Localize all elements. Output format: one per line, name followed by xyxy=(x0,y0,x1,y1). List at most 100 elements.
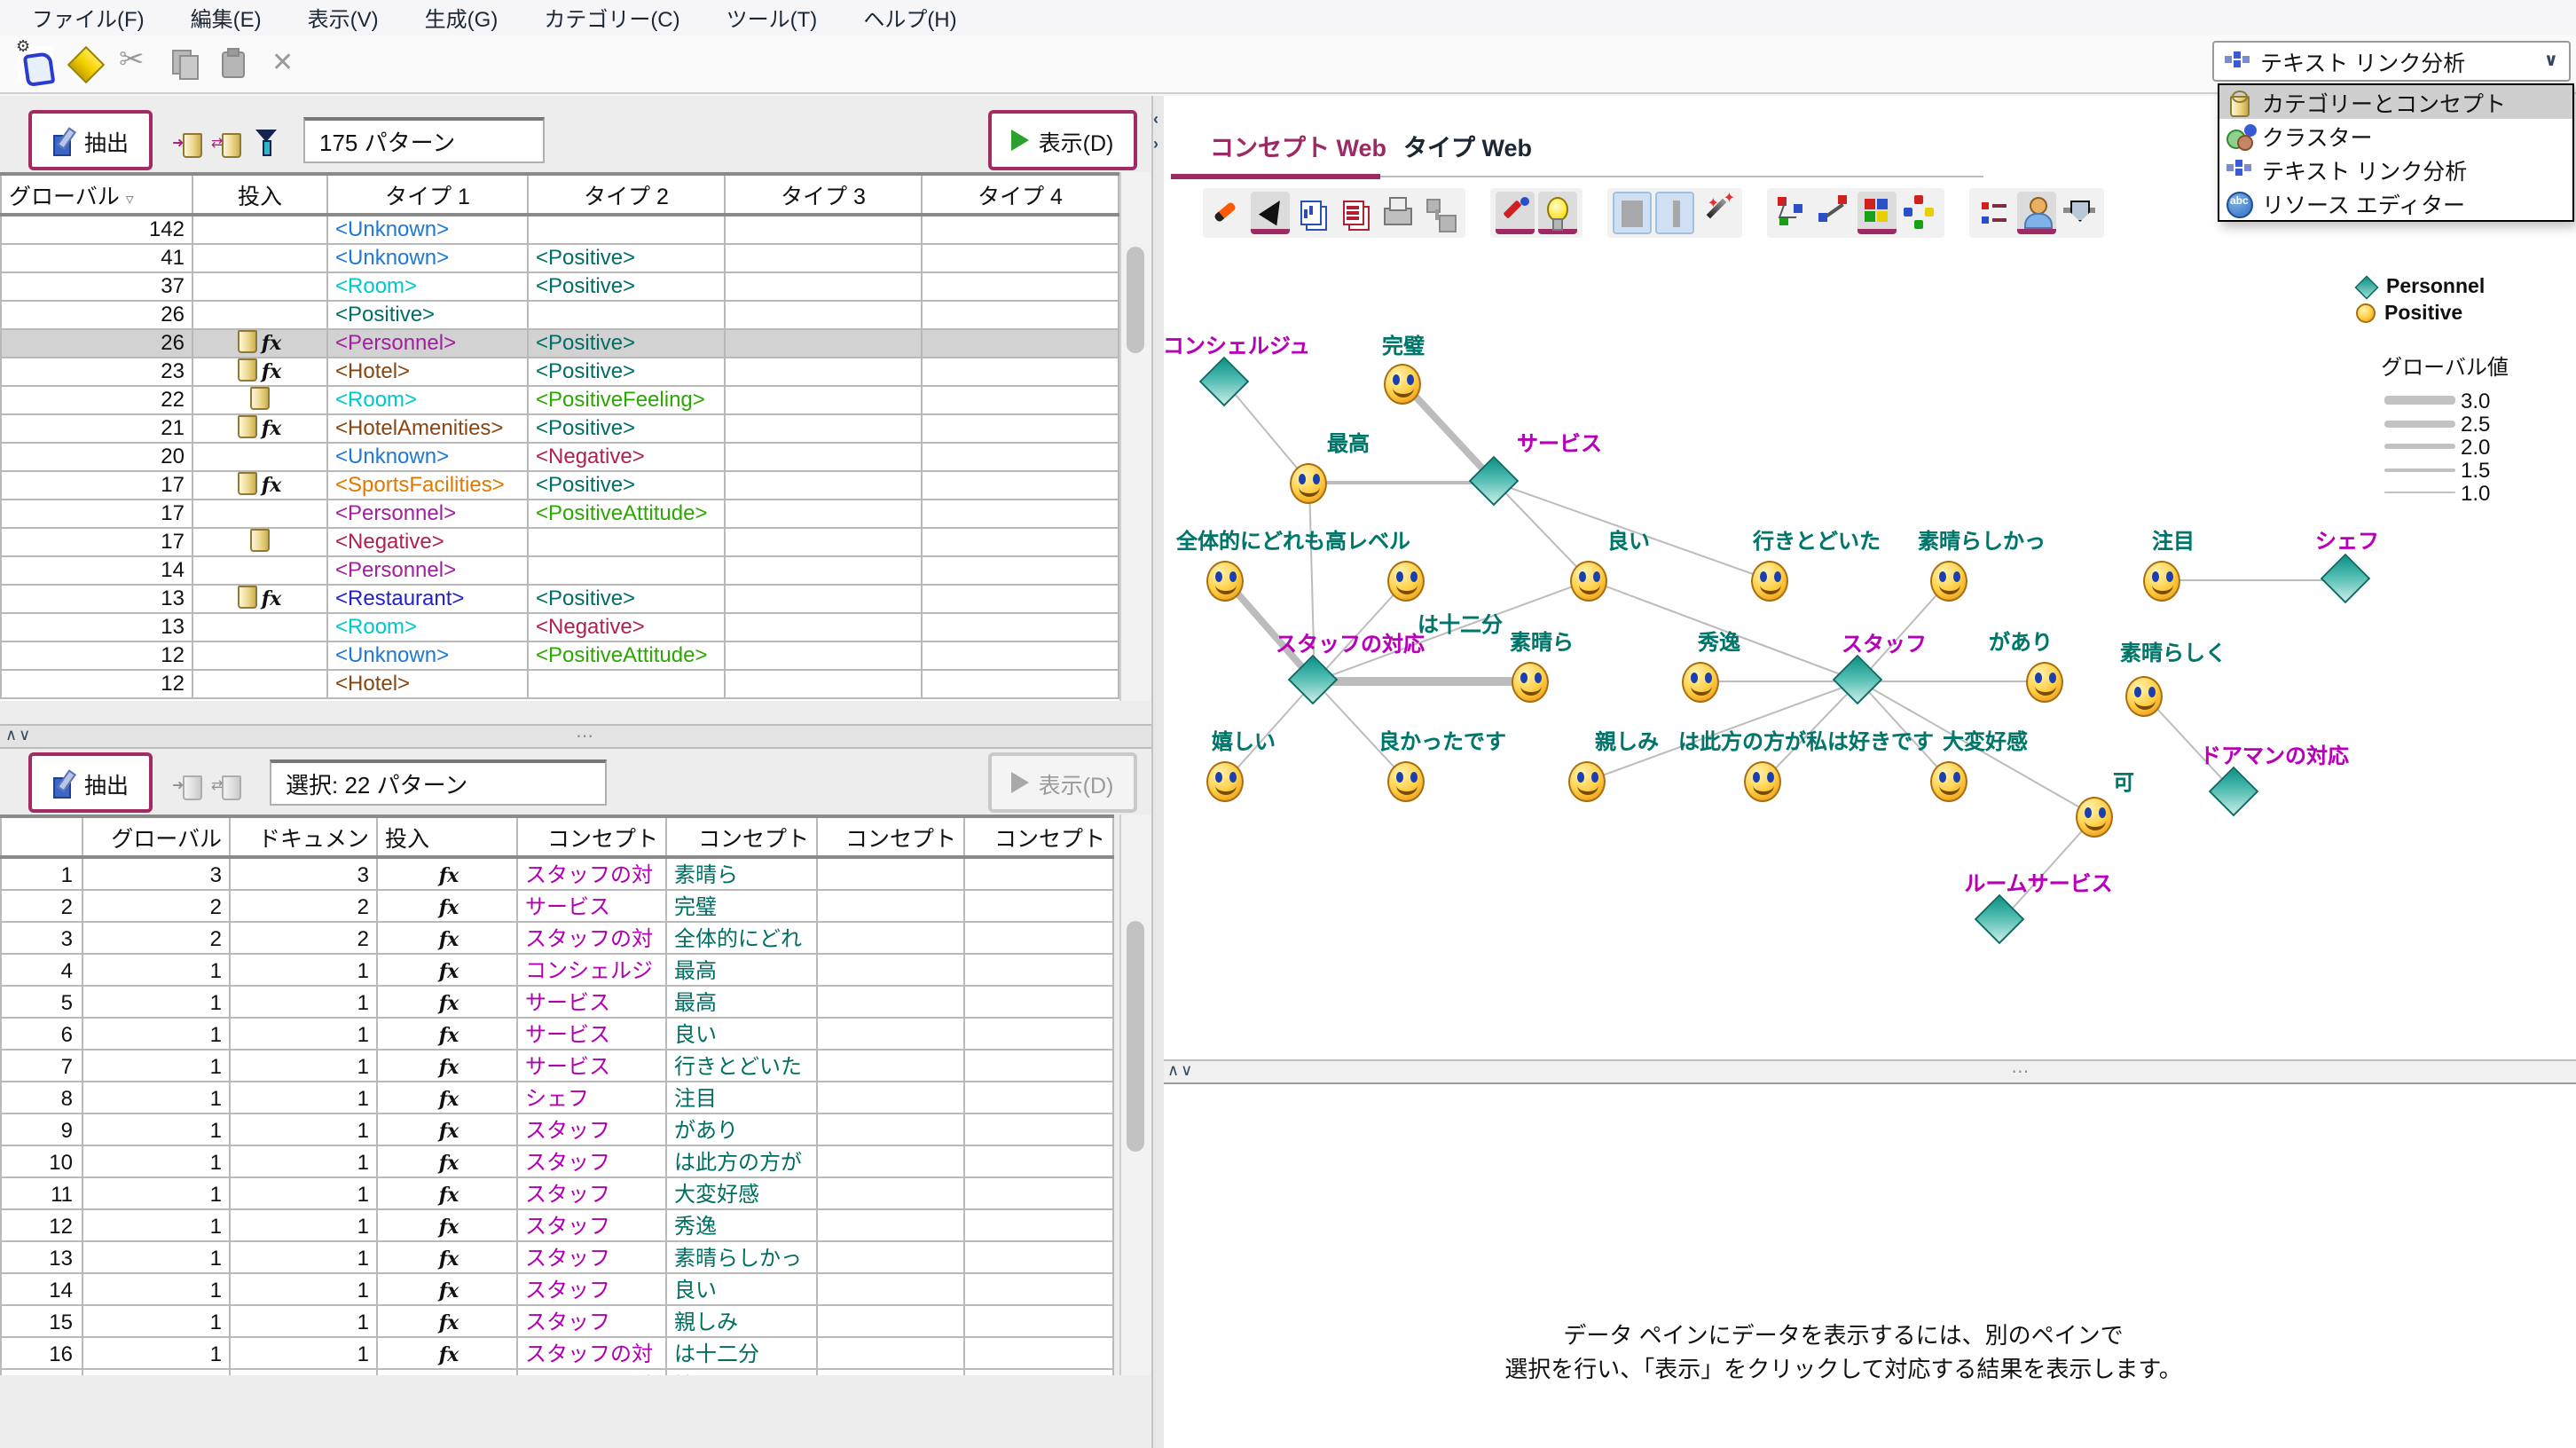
pattern-result-row[interactable]: 7 1 1 fx サービス 行きとどいた xyxy=(0,1049,1114,1082)
type-pattern-row[interactable]: 17 <Negative> xyxy=(0,526,1119,556)
pattern-result-row[interactable]: 11 1 1 fx スタッフ 大変好感 xyxy=(0,1176,1114,1210)
display-button-top[interactable]: 表示(D) xyxy=(988,110,1137,170)
graph-edge[interactable] xyxy=(1314,681,1408,782)
graph-node-roomservice[interactable] xyxy=(1974,893,2025,945)
view-menu-item[interactable]: カテゴリーとコンセプト xyxy=(2219,85,2572,119)
graph-node-ureshii[interactable] xyxy=(1206,761,1244,802)
pattern-result-row[interactable]: 12 1 1 fx スタッフ 秀逸 xyxy=(0,1208,1114,1242)
splitter-handle[interactable]: ⋯ xyxy=(576,728,595,747)
col-header-concept3[interactable]: コンセプト xyxy=(816,814,965,859)
collapse-expand-icon[interactable]: ∧∨ xyxy=(1167,1061,1195,1079)
person-icon[interactable] xyxy=(2017,192,2056,234)
graph-node-taihen[interactable] xyxy=(1930,761,1967,802)
col-header-global[interactable]: グローバル ▿ xyxy=(0,172,193,216)
pattern-result-row[interactable]: 15 1 1 fx スタッフ 親しみ xyxy=(0,1304,1114,1338)
graph-edge[interactable] xyxy=(1225,681,1315,782)
type-pattern-row[interactable]: 14 <Personnel> xyxy=(0,555,1119,585)
pattern-result-row[interactable]: 5 1 1 fx サービス 最高 xyxy=(0,985,1114,1019)
tab-type-web[interactable]: タイプ Web xyxy=(1403,135,1533,161)
add-to-category-icon[interactable] xyxy=(172,124,202,158)
pattern-result-row[interactable]: 13 1 1 fx スタッフ 素晴らしかっ xyxy=(0,1240,1114,1274)
graph-edge[interactable] xyxy=(1314,579,1590,682)
filter-icon[interactable] xyxy=(254,126,279,156)
col-header-type3[interactable]: タイプ 3 xyxy=(724,172,923,216)
pattern-result-row[interactable]: 10 1 1 fx スタッフ は此方の方が xyxy=(0,1145,1114,1178)
graph-node-saikou[interactable] xyxy=(1290,463,1327,504)
network-line-icon[interactable] xyxy=(1815,192,1854,234)
graph-edge[interactable] xyxy=(1308,482,1315,682)
concept-web-graph[interactable]: コンシェルジュ 完璧 最高 サービス 全体的にどれも高レベル は十二分 良い 行きとどいた 素晴… xyxy=(1163,248,2576,1059)
node-box-icon[interactable] xyxy=(1613,192,1652,234)
graph-node-concierge[interactable] xyxy=(1198,356,1250,407)
tab-concept-web[interactable]: コンセプト Web xyxy=(1210,135,1387,161)
type-pattern-row[interactable]: 13 fx <Restaurant> <Positive> xyxy=(0,583,1119,613)
type-pattern-row[interactable]: 17 <Personnel> <PositiveAttitude> xyxy=(0,498,1119,528)
graph-node-service[interactable] xyxy=(1468,455,1520,507)
pattern-result-row[interactable]: 8 1 1 fx シェフ 注目 xyxy=(0,1081,1114,1114)
graph-node-chef[interactable] xyxy=(2320,553,2371,604)
menu-tools[interactable]: ツール(T) xyxy=(726,6,818,31)
network-triangle-icon[interactable] xyxy=(1772,192,1811,234)
graph-node-ka[interactable] xyxy=(2076,797,2113,838)
graph-node-ikitodoita[interactable] xyxy=(1751,561,1788,602)
lightbulb-icon[interactable] xyxy=(1538,192,1577,234)
graph-node-kanpeki[interactable] xyxy=(1384,364,1421,405)
pattern-table-scrollbar[interactable] xyxy=(1119,814,1151,1375)
type-pattern-row[interactable]: 13 <Room> <Negative> xyxy=(0,611,1119,641)
graph-edge[interactable] xyxy=(1858,681,1951,782)
col-header-type1[interactable]: タイプ 1 xyxy=(326,172,529,216)
graph-edge[interactable] xyxy=(1495,482,1590,581)
pattern-result-row[interactable]: 9 1 1 fx スタッフ があり xyxy=(0,1113,1114,1146)
graph-edge[interactable] xyxy=(2000,815,2096,922)
add-descriptors-icon[interactable] xyxy=(211,124,241,158)
copy-icon[interactable] xyxy=(167,46,202,82)
menu-view[interactable]: 表示(V) xyxy=(307,6,379,31)
graph-edge[interactable] xyxy=(1589,579,1860,682)
graph-edge[interactable] xyxy=(1763,681,1860,782)
type-pattern-row[interactable]: 20 <Unknown> <Negative> xyxy=(0,441,1119,471)
legend-list-icon[interactable] xyxy=(1975,192,2014,234)
right-horizontal-splitter[interactable]: ∧∨ ⋯ xyxy=(1164,1059,2576,1086)
menu-edit[interactable]: 編集(E) xyxy=(190,6,262,31)
graph-node-zentaiteki[interactable] xyxy=(1206,561,1244,602)
graph-node-subara[interactable] xyxy=(1512,662,1549,703)
graph-node-chuumoku[interactable] xyxy=(2143,561,2180,602)
graph-node-shuuitsu[interactable] xyxy=(1682,662,1719,703)
graph-node-staff_taiou[interactable] xyxy=(1287,654,1339,705)
col-header-global[interactable]: グローバル xyxy=(82,814,231,859)
graph-edge[interactable] xyxy=(1858,681,2096,817)
col-header-concept2[interactable]: コンセプト xyxy=(665,814,818,859)
type-table-scrollbar[interactable] xyxy=(1119,172,1151,701)
pattern-result-row[interactable]: 1 3 3 fx スタッフの対 素晴ら xyxy=(0,856,1114,891)
graph-node-subarashikatta[interactable] xyxy=(1930,561,1967,602)
graph-node-subarashiku[interactable] xyxy=(2125,676,2163,717)
splitter-handle[interactable]: ⋯ xyxy=(2011,1063,2031,1082)
graph-edge[interactable] xyxy=(1587,681,1860,782)
copy-table-icon[interactable] xyxy=(1336,192,1375,234)
graph-node-yoi[interactable] xyxy=(1570,561,1607,602)
graph-edge[interactable] xyxy=(1222,578,1318,684)
scrollbar-thumb[interactable] xyxy=(1127,921,1144,1152)
type-pattern-row[interactable]: 17 fx <SportsFacilities> <Positive> xyxy=(0,469,1119,500)
pattern-result-row[interactable]: 4 1 1 fx コンシェルジ 最高 xyxy=(0,953,1114,987)
filter-node-icon[interactable] xyxy=(2060,192,2099,234)
extract-button[interactable]: 抽出 xyxy=(28,110,153,170)
graph-edge[interactable] xyxy=(2144,695,2236,794)
paste-icon[interactable] xyxy=(216,46,252,82)
copy-chart-icon[interactable] xyxy=(1293,192,1332,234)
pattern-result-row[interactable]: 2 2 2 fx サービス 完璧 xyxy=(0,889,1114,923)
type-pattern-row[interactable]: 142 <Unknown> xyxy=(0,214,1119,244)
color-grid-icon[interactable] xyxy=(1857,192,1897,234)
type-pattern-row[interactable]: 41 <Unknown> <Positive> xyxy=(0,242,1119,272)
generate-diamond-icon[interactable] xyxy=(67,46,103,82)
col-header-concept4[interactable]: コンセプト xyxy=(963,814,1114,859)
graph-node-hajuunibun[interactable] xyxy=(1387,561,1425,602)
edit-brush-icon[interactable] xyxy=(1208,192,1247,234)
left-horizontal-splitter[interactable]: ∧∨ ⋯ xyxy=(0,724,1151,749)
select-cursor-icon[interactable] xyxy=(1251,192,1290,234)
extract-button-bottom[interactable]: 抽出 xyxy=(28,752,153,813)
cut-icon[interactable] xyxy=(117,43,153,82)
menu-category[interactable]: カテゴリー(C) xyxy=(544,6,680,31)
session-new-icon[interactable] xyxy=(16,37,53,82)
menu-generate[interactable]: 生成(G) xyxy=(424,6,499,31)
